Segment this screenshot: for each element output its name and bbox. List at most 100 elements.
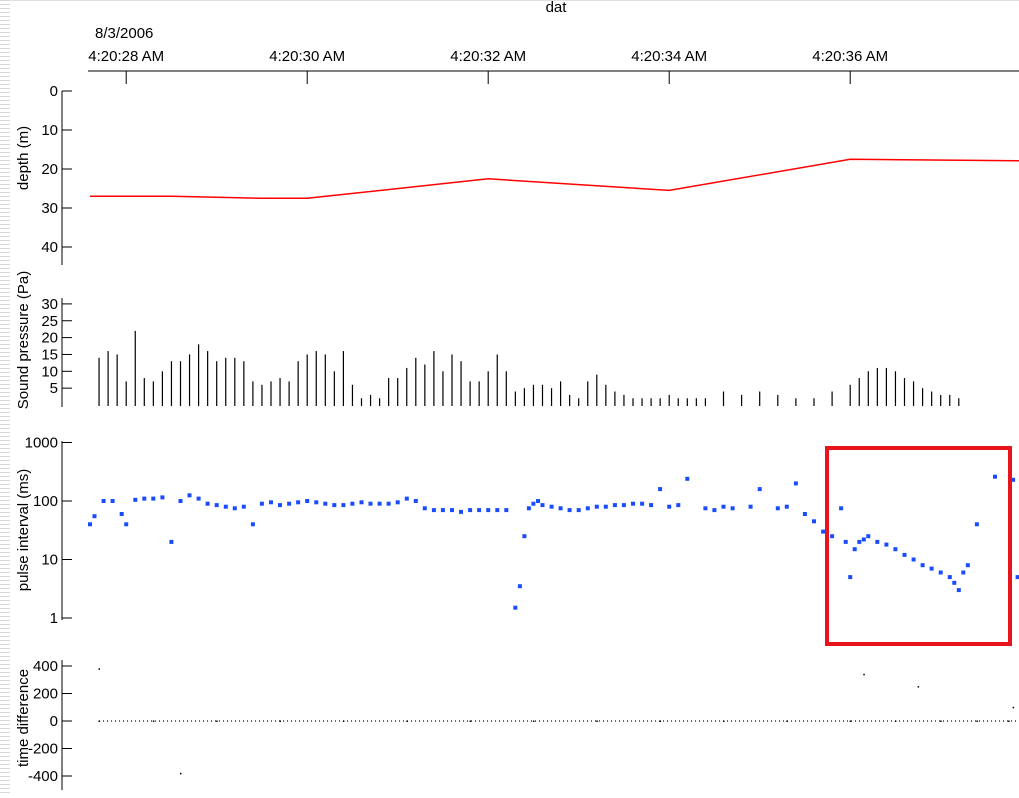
- pulse-interval-point: [612, 503, 617, 508]
- pulse-interval-point: [522, 534, 527, 539]
- pulse-interval-point: [504, 508, 509, 513]
- pulse-interval-point: [952, 580, 957, 585]
- pulse-interval-point: [875, 539, 880, 544]
- y-tick-label: 40: [41, 239, 58, 256]
- pulse-interval-point: [667, 504, 672, 509]
- time-difference-point: [940, 720, 942, 722]
- time-difference-point: [98, 720, 100, 722]
- time-difference-outlier: [180, 772, 182, 775]
- pulse-interval-point: [585, 506, 590, 511]
- pulse-interval-point: [685, 476, 690, 481]
- time-tick-label: 4:20:30 AM: [269, 48, 345, 65]
- pulse-interval-point: [223, 504, 228, 509]
- time-difference-outlier: [98, 668, 100, 670]
- pulse-interval-point: [119, 512, 124, 516]
- pulse-interval-point: [775, 506, 780, 511]
- pulse-interval-point: [101, 499, 106, 503]
- pulse-interval-point: [861, 537, 866, 542]
- pulse-interval-point: [214, 503, 219, 508]
- y-axis-title: Sound pressure (Pa): [15, 271, 32, 409]
- y-tick-label: -400: [28, 768, 58, 785]
- pulse-interval-point: [802, 512, 807, 516]
- time-difference-outlier: [863, 673, 865, 676]
- y-tick-label: -200: [28, 741, 58, 758]
- time-tick-label: 4:20:34 AM: [631, 48, 707, 65]
- y-tick-label: 30: [41, 200, 58, 217]
- pulse-interval-point: [359, 500, 364, 505]
- pulse-interval-point: [893, 547, 898, 552]
- time-difference-point: [279, 720, 281, 722]
- pulse-interval-point: [567, 508, 572, 513]
- time-difference-point: [152, 720, 155, 722]
- pulse-interval-point: [839, 506, 844, 511]
- y-tick-label: 20: [41, 330, 58, 347]
- pulse-interval-point: [305, 499, 310, 503]
- pulse-interval-point: [540, 503, 545, 508]
- y-tick-label: 400: [33, 658, 58, 675]
- pulse-interval-point: [920, 563, 925, 568]
- pulse-interval-point: [812, 519, 816, 524]
- pulse-interval-point: [526, 506, 531, 511]
- time-difference-outlier: [917, 686, 920, 688]
- pulse-interval-point: [649, 503, 654, 508]
- y-tick-label: 0: [50, 713, 58, 730]
- y-tick-label: 25: [41, 313, 58, 330]
- pulse-interval-point: [178, 499, 183, 503]
- pulse-interval-point: [431, 508, 436, 513]
- time-difference-point: [894, 720, 897, 722]
- time-difference-point: [532, 720, 535, 722]
- pulse-interval-point: [160, 495, 165, 500]
- pulse-interval-point: [631, 501, 635, 506]
- y-axis-title: pulse interval (ms): [15, 469, 32, 592]
- y-tick-label: 5: [50, 380, 58, 397]
- y-tick-label: 1: [50, 610, 58, 627]
- pulse-interval-point: [341, 503, 346, 508]
- pulse-interval-point: [852, 547, 857, 552]
- pulse-interval-point: [793, 481, 798, 486]
- pulse-interval-point: [676, 503, 681, 508]
- pulse-interval-point: [857, 539, 862, 544]
- time-difference-outlier: [1012, 706, 1015, 709]
- y-tick-label: 15: [41, 346, 58, 363]
- time-difference-point: [659, 720, 662, 722]
- pulse-interval-point: [911, 557, 916, 562]
- pulse-interval-point: [296, 500, 301, 505]
- time-tick-label: 4:20:28 AM: [88, 48, 164, 65]
- depth-panel: 0 10 20 30 40 depth (m): [15, 83, 1019, 265]
- pulse-interval-point: [205, 501, 210, 506]
- pulse-interval-point: [712, 508, 717, 513]
- y-axis-title: depth (m): [15, 126, 32, 190]
- time-difference-point: [723, 720, 725, 722]
- pulse-interval-point: [350, 501, 355, 506]
- pulse-interval-point: [730, 506, 735, 511]
- pulse-interval-point: [784, 504, 789, 509]
- depth-series-line: [90, 158, 1019, 200]
- pulse-interval-point: [169, 539, 174, 544]
- time-difference-point: [469, 720, 472, 722]
- pulse-interval-point: [468, 508, 473, 513]
- pulse-interval-point: [517, 584, 522, 589]
- pulse-interval-point: [92, 514, 97, 519]
- pulse-interval-point: [594, 504, 599, 509]
- y-tick-label: 30: [41, 296, 58, 313]
- pulse-interval-point: [576, 508, 581, 513]
- pulse-interval-panel: 1 10 100 1000 pulse interval (ms): [15, 435, 1019, 627]
- pulse-interval-point: [938, 570, 943, 575]
- pulse-interval-point: [88, 522, 92, 527]
- pulse-interval-point: [259, 501, 264, 506]
- pulse-interval-point: [323, 501, 328, 506]
- time-difference-point: [216, 720, 218, 722]
- pulse-interval-point: [821, 529, 826, 534]
- pulse-interval-point: [621, 503, 626, 508]
- pulse-interval-point: [477, 508, 482, 513]
- pulse-interval-point: [549, 504, 554, 509]
- pulse-interval-point: [486, 508, 491, 513]
- pulse-interval-point: [866, 534, 871, 539]
- pulse-interval-point: [929, 566, 934, 571]
- pulse-interval-point: [495, 508, 500, 513]
- y-tick-label: 20: [41, 161, 58, 178]
- pulse-interval-point: [124, 522, 129, 527]
- pulse-interval-point: [965, 563, 970, 568]
- pulse-interval-point: [993, 474, 997, 479]
- pulse-interval-point: [142, 496, 147, 501]
